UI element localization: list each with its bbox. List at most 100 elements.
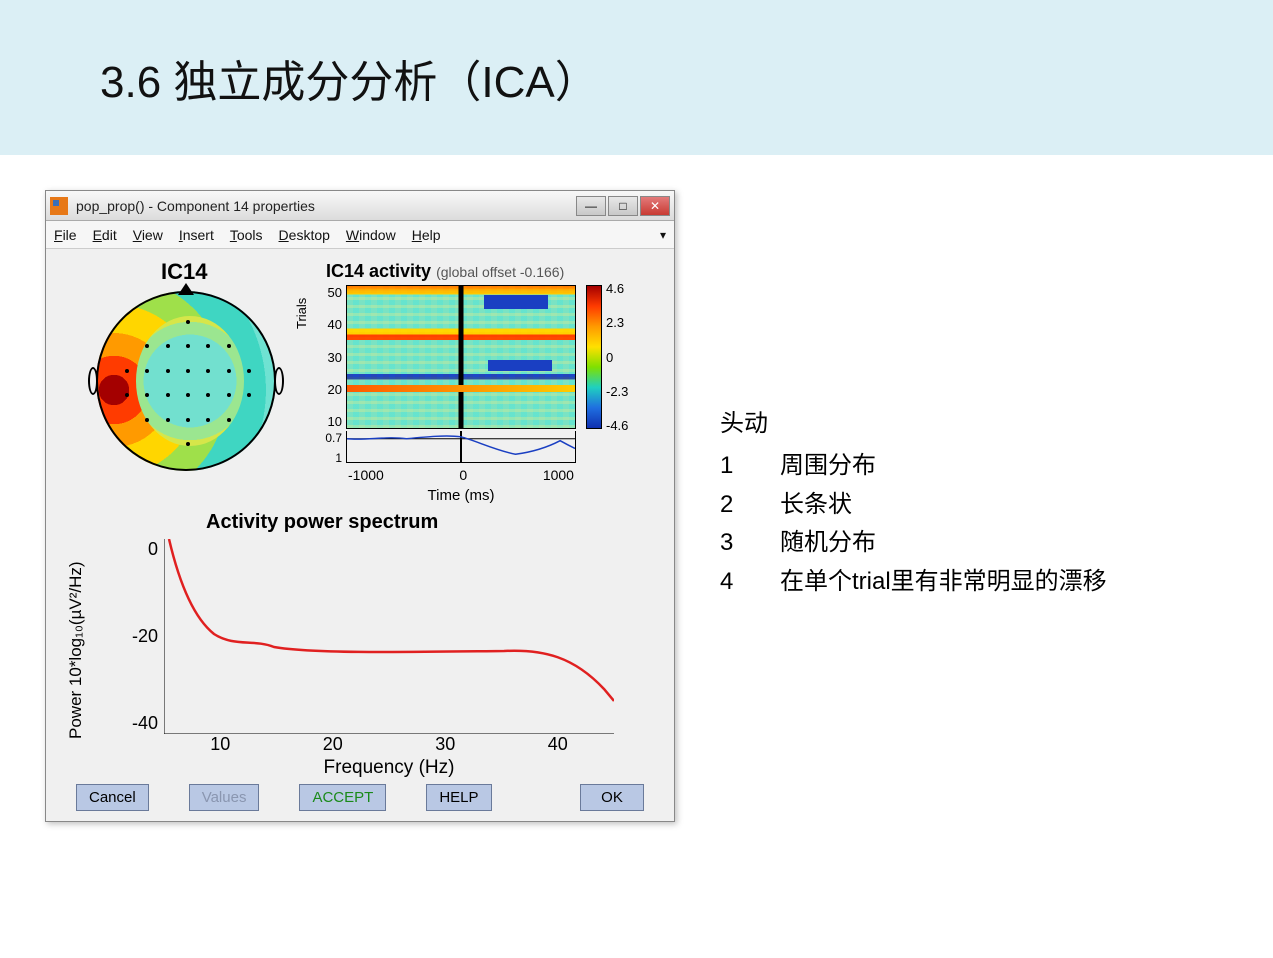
activity-xticks: -100001000 (346, 467, 576, 483)
activity-title-sub: (global offset -0.166) (436, 264, 564, 280)
electrode (186, 393, 190, 397)
activity-yticks: 1020304050 (314, 285, 342, 429)
colorbar-tick: -2.3 (606, 384, 644, 399)
activity-waveform (346, 431, 576, 463)
electrode (166, 344, 170, 348)
electrode (166, 393, 170, 397)
ok-button[interactable]: OK (580, 784, 644, 811)
electrode (206, 393, 210, 397)
colorbar (586, 285, 602, 429)
notes-item: 1周围分布 (720, 447, 1107, 485)
notes-item-num: 4 (720, 563, 780, 601)
wave-ytick-1: 1 (314, 451, 342, 465)
electrode (227, 418, 231, 422)
spectrum-xtick: 30 (435, 734, 455, 755)
electrode (145, 393, 149, 397)
notes-heading: 头动 (720, 405, 1107, 443)
electrode (145, 418, 149, 422)
notes-item-text: 在单个trial里有非常明显的漂移 (780, 563, 1107, 601)
window-title: pop_prop() - Component 14 properties (76, 198, 576, 214)
figure-area: IC14 IC14 activity (global offset -0.166… (46, 249, 674, 779)
notes-item-text: 随机分布 (780, 524, 876, 562)
electrode (186, 320, 190, 324)
activity-xtick: 0 (459, 467, 467, 483)
notes-item-num: 3 (720, 524, 780, 562)
spectrum-xlabel: Frequency (Hz) (164, 757, 614, 779)
electrode (145, 369, 149, 373)
spectrum-ytick: 0 (120, 539, 158, 560)
electrode (206, 344, 210, 348)
colorbar-tick: 0 (606, 350, 644, 365)
heatmap-blueband-1 (484, 295, 548, 309)
notes-item: 4在单个trial里有非常明显的漂移 (720, 563, 1107, 601)
menu-tools[interactable]: Tools (230, 227, 263, 243)
electrode (186, 369, 190, 373)
spectrum-ytick: -40 (120, 713, 158, 734)
close-button[interactable]: ✕ (640, 196, 670, 216)
annotation-notes: 头动 1周围分布2长条状3随机分布4在单个trial里有非常明显的漂移 (720, 405, 1107, 601)
electrode (125, 369, 129, 373)
spectrum-yticks: 0 -20 -40 (120, 539, 158, 734)
electrode (125, 393, 129, 397)
activity-ytick: 10 (314, 414, 342, 429)
electrode (145, 344, 149, 348)
values-button[interactable]: Values (189, 784, 260, 811)
activity-xtick: -1000 (348, 467, 384, 483)
spectrum-xtick: 20 (323, 734, 343, 755)
activity-title-main: IC14 activity (326, 261, 431, 281)
notes-item-num: 1 (720, 447, 780, 485)
window-controls: — □ ✕ (576, 196, 670, 216)
activity-ytick: 20 (314, 382, 342, 397)
heatmap-blueband-2 (488, 360, 552, 371)
slide-title: 3.6 独立成分分析（ICA） (100, 46, 599, 110)
spectrum-ylabel: Power 10*log₁₀(µV²/Hz) (66, 561, 86, 739)
topomap-nose (178, 283, 194, 295)
menu-window[interactable]: Window (346, 227, 396, 243)
matlab-icon (50, 197, 68, 215)
matlab-dialog: pop_prop() - Component 14 properties — □… (45, 190, 675, 822)
menu-insert[interactable]: Insert (179, 227, 214, 243)
colorbar-ticks: 4.62.30-2.3-4.6 (606, 281, 644, 433)
menu-overflow-icon[interactable]: ▾ (660, 228, 666, 242)
topomap-ear-right (274, 367, 284, 395)
topomap (96, 291, 276, 471)
menu-file[interactable]: File (54, 227, 77, 243)
notes-item-text: 周围分布 (780, 447, 876, 485)
colorbar-tick: 4.6 (606, 281, 644, 296)
wave-ytick-0: 0.7 (314, 431, 342, 445)
electrode (186, 344, 190, 348)
activity-title: IC14 activity (global offset -0.166) (326, 261, 564, 282)
maximize-button[interactable]: □ (608, 196, 638, 216)
activity-xlabel: Time (ms) (346, 487, 576, 504)
electrode (247, 369, 251, 373)
spectrum-ytick: -20 (120, 626, 158, 647)
cancel-button[interactable]: Cancel (76, 784, 149, 811)
notes-item-text: 长条状 (780, 486, 852, 524)
topomap-ear-left (88, 367, 98, 395)
help-button[interactable]: HELP (426, 784, 491, 811)
electrode (227, 369, 231, 373)
notes-list: 1周围分布2长条状3随机分布4在单个trial里有非常明显的漂移 (720, 447, 1107, 601)
activity-ylabel: Trials (294, 298, 309, 329)
heatmap-redband (347, 385, 575, 392)
spectrum-plot (164, 539, 614, 734)
menu-view[interactable]: View (133, 227, 163, 243)
activity-heatmap (346, 285, 576, 429)
electrode-grid (125, 320, 247, 442)
activity-ytick: 30 (314, 350, 342, 365)
accept-button[interactable]: ACCEPT (299, 784, 386, 811)
menu-help[interactable]: Help (412, 227, 441, 243)
menu-desktop[interactable]: Desktop (279, 227, 330, 243)
spectrum-xtick: 40 (548, 734, 568, 755)
minimize-button[interactable]: — (576, 196, 606, 216)
titlebar[interactable]: pop_prop() - Component 14 properties — □… (46, 191, 674, 221)
electrode (206, 369, 210, 373)
electrode (227, 393, 231, 397)
spectrum-xticks: 10203040 (164, 734, 614, 755)
menu-edit[interactable]: Edit (93, 227, 117, 243)
button-row: Cancel Values ACCEPT HELP OK (46, 779, 674, 821)
waveform-yticks: 0.7 1 (314, 431, 342, 465)
notes-item: 2长条状 (720, 486, 1107, 524)
electrode (186, 418, 190, 422)
colorbar-tick: -4.6 (606, 418, 644, 433)
